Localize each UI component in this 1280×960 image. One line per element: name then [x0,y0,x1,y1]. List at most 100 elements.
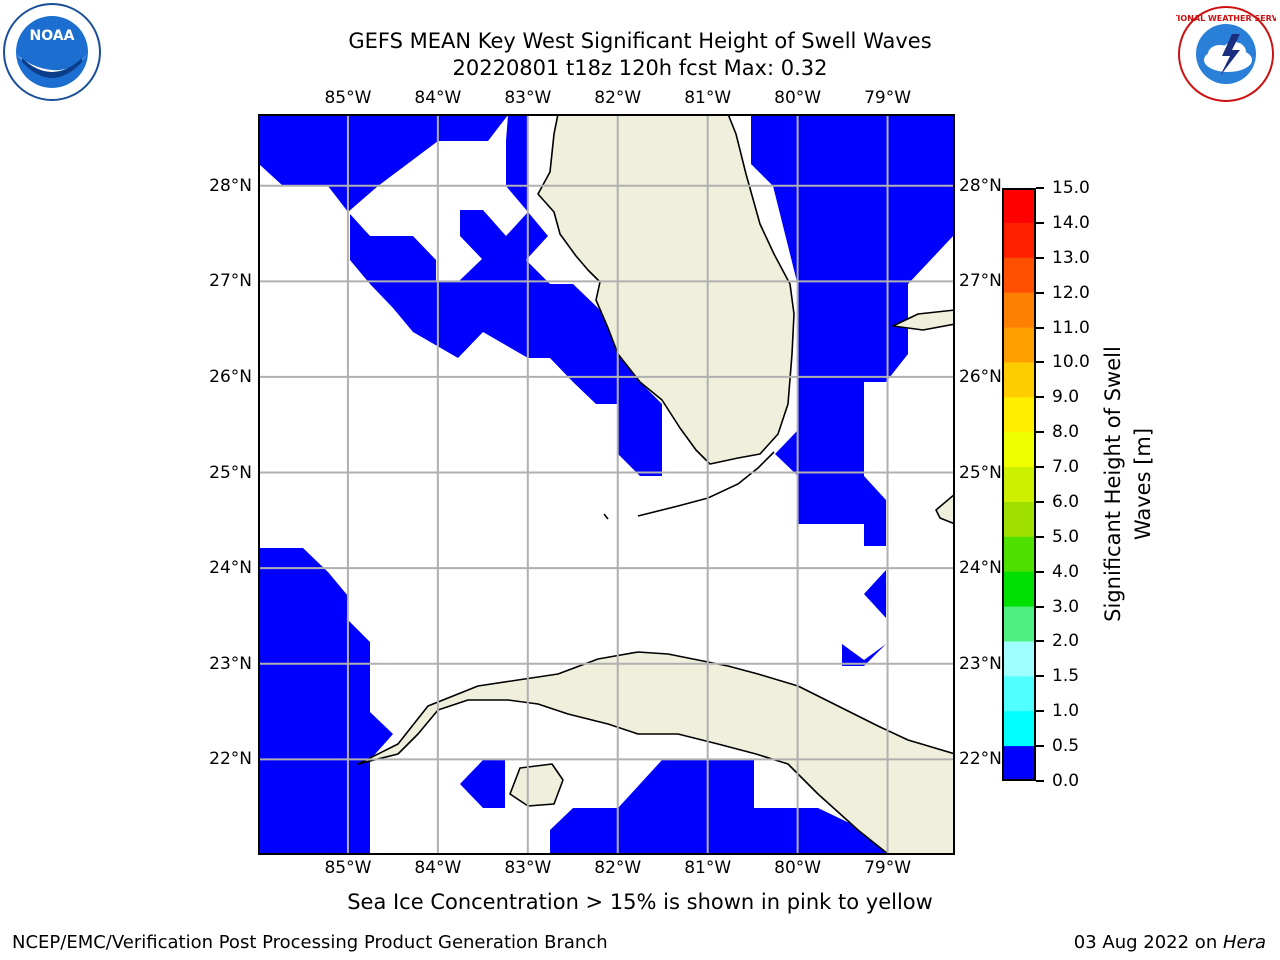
colorbar-tick-mark [1036,466,1044,469]
swell-region [506,115,528,212]
colorbar-cell [1002,501,1036,538]
lat-tick-label-left: 23°N [209,653,252,674]
colorbar-tick-label: 14.0 [1052,212,1090,233]
colorbar-tick-mark [1036,780,1044,782]
colorbar-tick-label: 9.0 [1052,387,1080,408]
lon-tick-label-bot: 84°W [414,858,462,878]
swell-region [259,548,393,854]
lon-tick-label-top: 79°W [864,88,912,108]
lat-tick-label-left: 22°N [209,749,252,770]
colorbar-cell [1002,571,1036,608]
colorbar-tick-mark [1036,361,1044,364]
colorbar-label-line2: Waves [m] [1131,427,1155,541]
lat-tick-label-right: 28°N [959,175,1002,196]
footer-date: 03 Aug 2022 on Hera [1074,932,1266,953]
colorbar-tick-label: 1.5 [1052,666,1080,687]
lat-tick-label-right: 24°N [959,558,1002,579]
colorbar-tick-label: 6.0 [1052,491,1080,512]
colorbar-tick-mark [1036,187,1044,189]
colorbar-tick-mark [1036,431,1044,434]
colorbar-cell [1002,222,1036,259]
colorbar-tick-mark [1036,675,1044,678]
colorbar-tick-mark [1036,291,1044,294]
chart-title-line1: GEFS MEAN Key West Significant Height of… [348,29,932,53]
lon-tick-label-bot: 82°W [594,858,642,878]
lon-tick-label-top: 81°W [684,88,732,108]
florida-keys [637,451,775,517]
bahamas-land [935,493,955,525]
colorbar-cell [1002,257,1036,294]
lon-tick-label-bot: 83°W [504,858,552,878]
map-area [258,114,955,855]
colorbar-cell [1002,432,1036,468]
colorbar-tick-label: 5.0 [1052,526,1080,547]
colorbar-label-line1: Significant Height of Swell [1101,346,1125,622]
lat-tick-label-right: 22°N [959,749,1002,770]
nws-logo: NATIONAL WEATHER SERVICE [1160,4,1280,104]
lat-tick-label-left: 28°N [209,175,252,196]
lat-tick-label-right: 25°N [959,462,1002,483]
colorbar-cell [1002,536,1036,573]
lon-tick-label-top: 84°W [414,88,462,108]
chart-title-line2: 20220801 t18z 120h fcst Max: 0.32 [452,56,828,80]
colorbar-tick-mark [1036,570,1044,573]
colorbar-cell [1002,641,1036,677]
colorbar-tick-mark [1036,221,1044,224]
map-frame [258,114,955,855]
swell-region [751,115,955,546]
colorbar-tick-mark [1036,326,1044,329]
swell-waves-layer [259,115,955,854]
noaa-logo: NOAA [2,2,102,102]
lat-tick-label-left: 25°N [209,462,252,483]
lat-tick-label-left: 26°N [209,366,252,387]
colorbar-tick-mark [1036,396,1044,399]
keys-small [603,513,609,520]
lon-tick-label-bot: 80°W [774,858,822,878]
colorbar-cell [1002,467,1036,503]
colorbar-cell [1002,362,1036,398]
map-gridlines [258,114,955,855]
lon-tick-label-bot: 81°W [684,858,732,878]
colorbar-label: Significant Height of Swell Waves [m] [1098,324,1158,644]
colorbar-cell [1002,327,1036,363]
colorbar-tick-label: 15.0 [1052,178,1090,198]
colorbar-tick-mark [1036,535,1044,538]
swell-region [775,430,798,476]
colorbar-cell [1002,676,1036,712]
colorbar-tick-mark [1036,640,1044,643]
swell-region [460,210,506,260]
lat-tick-label-right: 26°N [959,366,1002,387]
colorbar-tick-mark [1036,256,1044,259]
colorbar-tick-mark [1036,605,1044,608]
footer-date-text: 03 Aug 2022 on [1073,932,1223,953]
colorbar-tick-mark [1036,710,1044,713]
sea-ice-note: Sea Ice Concentration > 15% is shown in … [347,890,933,914]
colorbar-tick-label: 11.0 [1052,317,1090,338]
colorbar-cell [1002,746,1036,781]
colorbar-tick-label: 2.0 [1052,631,1080,652]
colorbar-cell [1002,292,1036,329]
lon-tick-label-bot: 79°W [864,858,912,878]
nws-logo-text: NATIONAL WEATHER SERVICE [1176,14,1276,23]
colorbar-tick-label: 4.0 [1052,561,1080,582]
swell-region [550,760,886,854]
lon-tick-label-bot: 85°W [324,858,372,878]
colorbar-tick-label: 10.0 [1052,352,1090,373]
lon-tick-label-top: 85°W [324,88,372,108]
lat-tick-label-right: 27°N [959,271,1002,292]
footer-branch: NCEP/EMC/Verification Post Processing Pr… [12,932,608,953]
colorbar-tick-label: 7.0 [1052,457,1080,478]
colorbar-tick-mark [1036,500,1044,503]
swell-region [842,644,886,666]
colorbar-cell [1002,397,1036,433]
colorbar-tick-mark [1036,745,1044,748]
swell-region [864,570,886,618]
colorbar-cell [1002,188,1036,224]
colorbar-tick-label: 0.5 [1052,736,1080,757]
lon-tick-label-top: 83°W [504,88,552,108]
lon-tick-label-top: 80°W [774,88,822,108]
colorbar-cell [1002,711,1036,747]
colorbar-tick-label: 13.0 [1052,247,1090,268]
footer-host: Hera [1222,932,1266,953]
lat-tick-label-left: 24°N [209,558,252,579]
